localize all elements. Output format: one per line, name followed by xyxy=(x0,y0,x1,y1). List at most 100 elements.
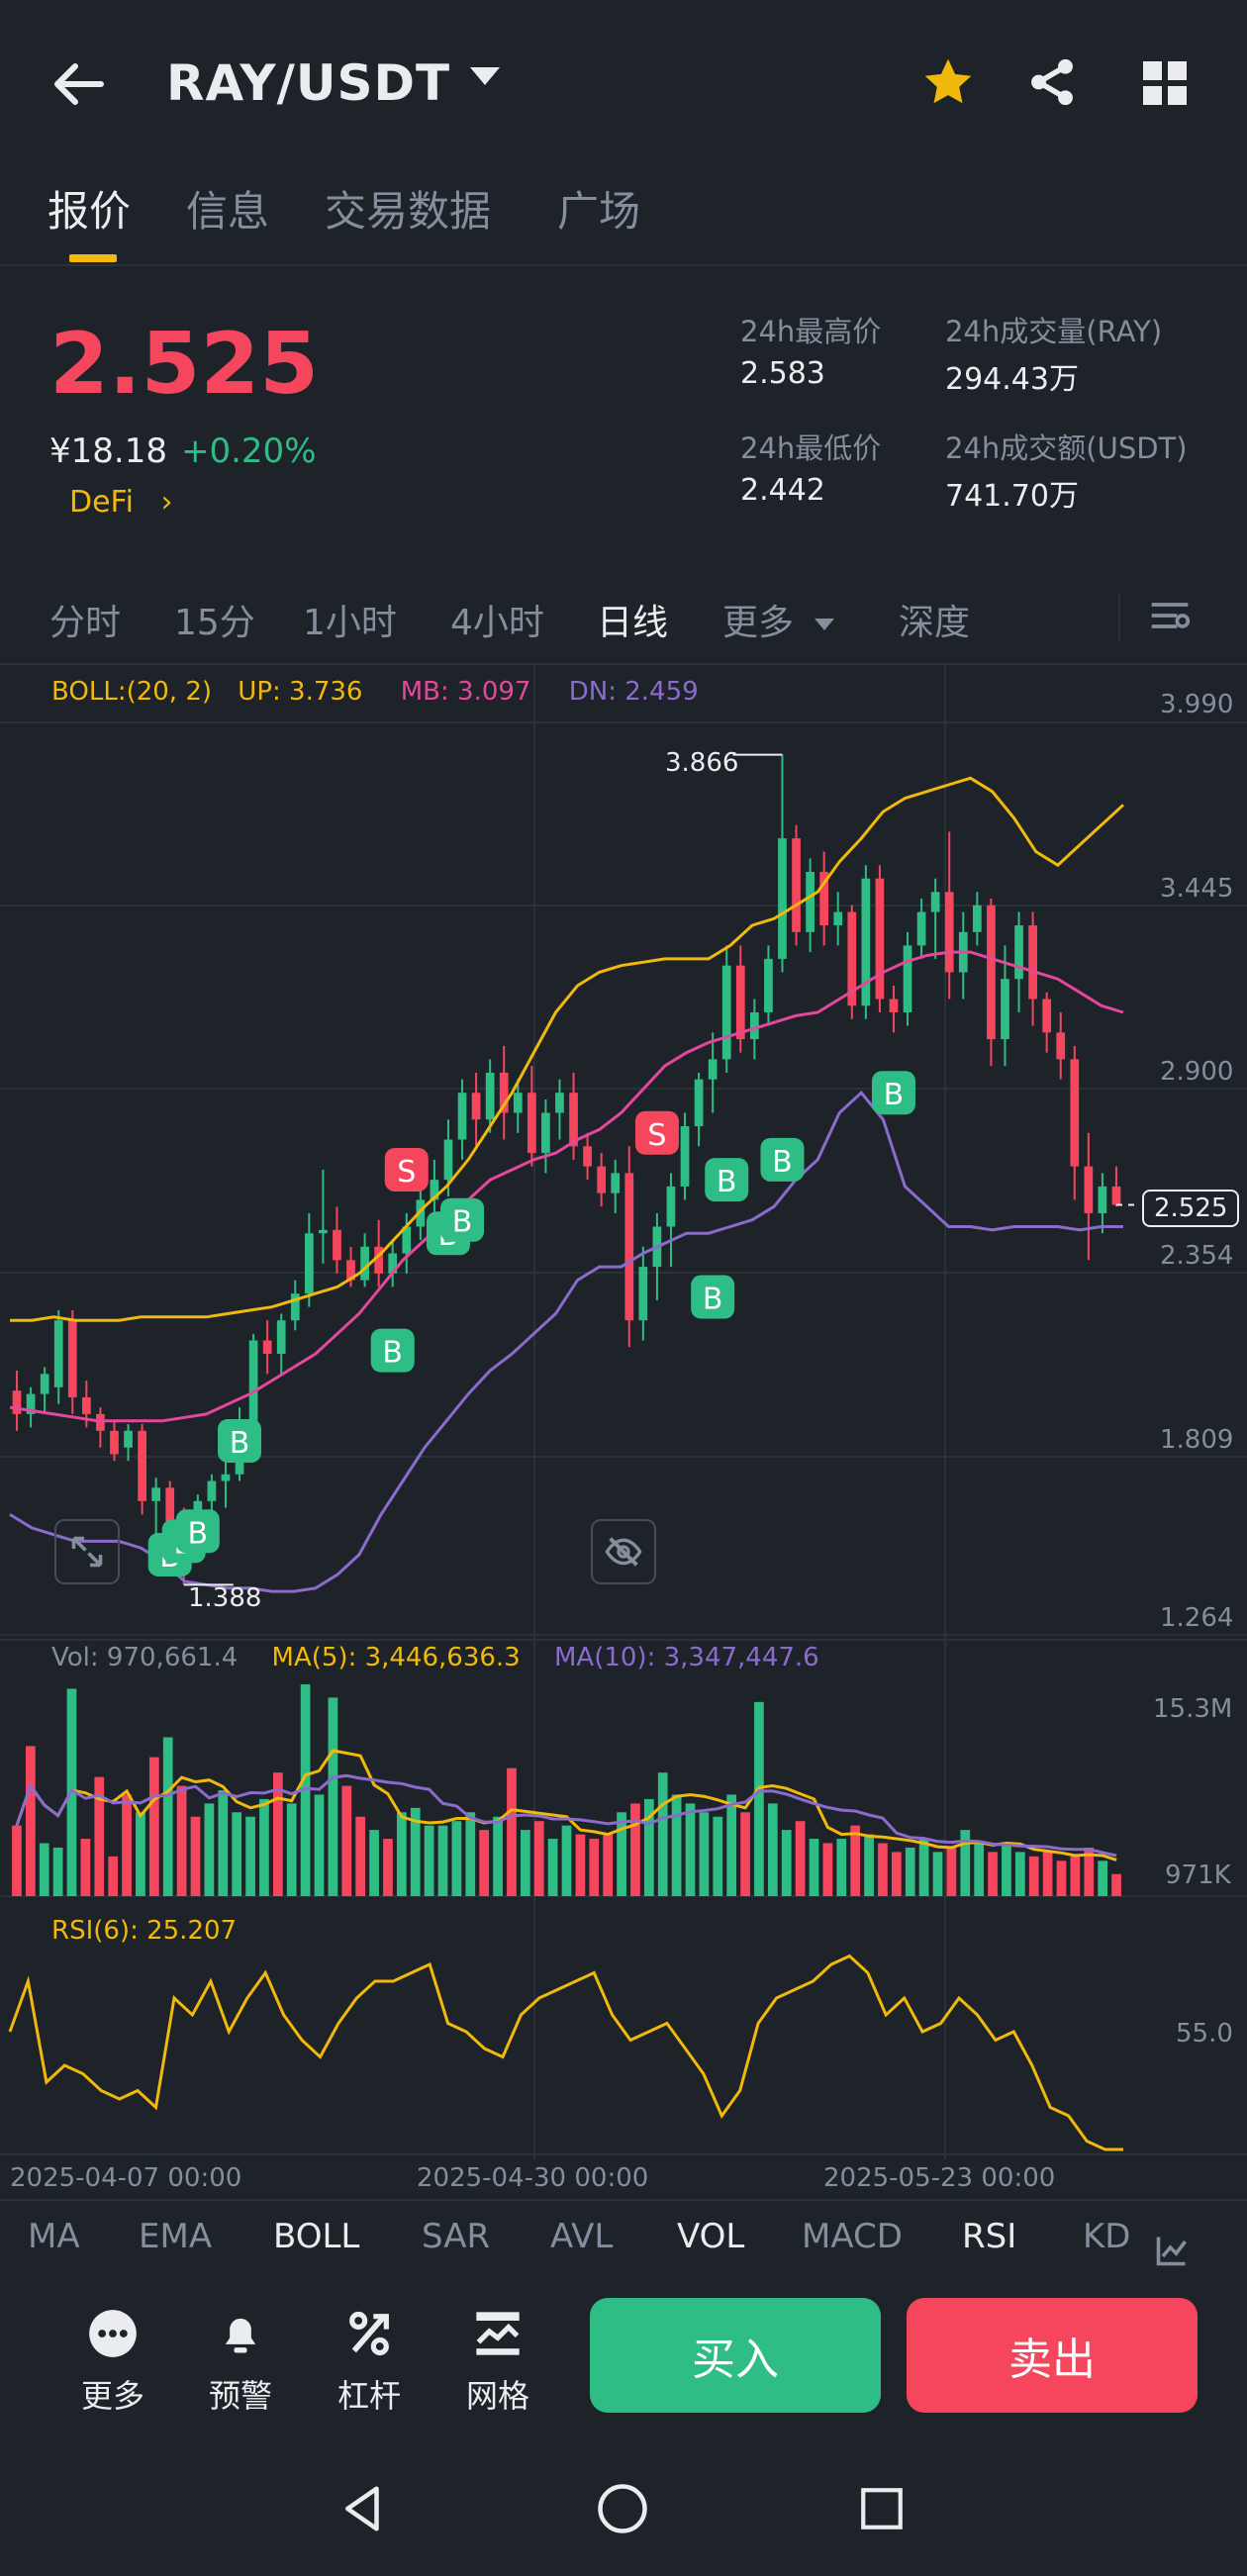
pair-title[interactable]: RAY/USDT xyxy=(166,54,451,112)
indicator-sar[interactable]: SAR xyxy=(422,2217,491,2256)
interval-1h[interactable]: 1小时 xyxy=(303,603,397,643)
candle-body xyxy=(290,1293,300,1321)
nav-home-icon xyxy=(598,2484,647,2533)
volume-bar xyxy=(685,1803,696,1896)
volume-bar xyxy=(507,1767,517,1896)
volume-bar xyxy=(960,1830,971,1896)
candle-body xyxy=(541,1112,550,1154)
sector-tag[interactable]: DeFi › xyxy=(69,485,173,520)
hide-orders-icon[interactable] xyxy=(591,1519,656,1584)
candle-body xyxy=(360,1246,369,1281)
volume-bar xyxy=(1098,1860,1108,1896)
candle-body xyxy=(430,1180,439,1200)
buy-button[interactable]: 买入 xyxy=(590,2298,881,2413)
buy-marker-label: B xyxy=(884,1078,905,1112)
interval-1d[interactable]: 日线 xyxy=(597,603,669,643)
high-label: 24h最高价 xyxy=(740,315,882,348)
tool-grid[interactable]: 网格 xyxy=(438,2306,557,2417)
candle-body xyxy=(513,1093,523,1113)
indicator-rsi[interactable]: RSI xyxy=(962,2217,1017,2256)
volume-bar xyxy=(726,1794,737,1896)
boll-mb: MB: 3.097 xyxy=(400,677,531,707)
candle-body xyxy=(1070,1059,1080,1167)
interval-15m[interactable]: 15分 xyxy=(174,603,255,643)
buy-marker-label: B xyxy=(717,1165,737,1199)
volume-bar xyxy=(891,1852,902,1896)
expand-chart-icon[interactable] xyxy=(54,1519,120,1584)
share-icon[interactable] xyxy=(1025,55,1079,113)
candlestick-chart[interactable]: BBBBBBBSSBBBB xyxy=(0,665,1247,2199)
candle-body xyxy=(12,1390,22,1414)
tool-alert[interactable]: 预警 xyxy=(181,2306,300,2417)
indicator-boll[interactable]: BOLL xyxy=(273,2217,360,2256)
candle-body xyxy=(81,1396,91,1414)
candle-body xyxy=(611,1173,621,1193)
nav-home-button[interactable] xyxy=(596,2482,649,2539)
nav-back-button[interactable] xyxy=(336,2482,390,2539)
volume-bar xyxy=(1042,1852,1053,1896)
nav-recents-icon xyxy=(861,2488,903,2529)
interval-depth[interactable]: 深度 xyxy=(899,603,971,643)
chevron-right-icon: › xyxy=(160,485,173,520)
volume-bar xyxy=(643,1798,654,1896)
tab-quote[interactable]: 报价 xyxy=(48,187,132,236)
tab-info[interactable]: 信息 xyxy=(186,187,270,236)
buy-marker xyxy=(691,1275,735,1319)
interval-4h[interactable]: 4小时 xyxy=(450,603,544,643)
tab-trading-data[interactable]: 交易数据 xyxy=(325,187,492,236)
candle-body xyxy=(471,1093,481,1120)
favorite-star-icon[interactable] xyxy=(920,54,976,114)
vol-ma5-line xyxy=(15,1749,1117,1861)
volume-bar xyxy=(836,1839,847,1896)
volume-bar xyxy=(864,1834,874,1896)
indicator-vol[interactable]: VOL xyxy=(677,2217,745,2256)
volume-bar xyxy=(232,1812,242,1896)
volume-bar xyxy=(740,1812,750,1896)
volume-bar xyxy=(754,1701,764,1896)
candle-body xyxy=(346,1260,355,1281)
tool-leverage[interactable]: 杠杆 xyxy=(310,2306,429,2417)
boll-params: BOLL:(20, 2) xyxy=(51,677,213,707)
chart-settings-icon[interactable] xyxy=(1118,594,1192,641)
buy-marker xyxy=(871,1071,915,1115)
candle-body xyxy=(262,1340,272,1355)
grid-menu-icon[interactable] xyxy=(1141,59,1189,111)
tab-square[interactable]: 广场 xyxy=(557,187,641,236)
volume-bar xyxy=(1111,1873,1121,1896)
back-button[interactable] xyxy=(49,54,109,114)
candle-body xyxy=(583,1146,592,1167)
indicator-settings-icon[interactable] xyxy=(1154,2233,1190,2272)
candle-body xyxy=(124,1430,133,1448)
indicator-macd[interactable]: MACD xyxy=(802,2217,903,2256)
candle-body xyxy=(110,1430,119,1455)
indicator-bar: MA EMA BOLL SAR AVL VOL MACD RSI KD xyxy=(0,2217,1247,2268)
interval-more[interactable]: 更多 xyxy=(722,594,835,645)
volume-bar xyxy=(878,1843,888,1896)
candle-body xyxy=(1056,1032,1066,1060)
candle-body xyxy=(165,1487,175,1522)
indicator-avl[interactable]: AVL xyxy=(550,2217,614,2256)
candle-body xyxy=(1042,999,1052,1033)
indicator-ema[interactable]: EMA xyxy=(139,2217,213,2256)
rsi-axis-label: 55.0 xyxy=(1176,2019,1233,2049)
nav-recents-button[interactable] xyxy=(857,2484,907,2537)
volume-bar xyxy=(259,1798,269,1896)
volume-bar xyxy=(94,1776,105,1896)
indicator-ma[interactable]: MA xyxy=(28,2217,80,2256)
volume-bar xyxy=(905,1847,915,1896)
volume-bar xyxy=(795,1821,806,1896)
vol-ma10-line xyxy=(15,1773,1117,1858)
candle-body xyxy=(875,878,885,1000)
volume-bar xyxy=(1084,1847,1095,1896)
candle-body xyxy=(624,1173,634,1321)
buy-marker-label: B xyxy=(452,1205,473,1240)
sell-button[interactable]: 卖出 xyxy=(907,2298,1198,2413)
volume-bar xyxy=(136,1812,145,1896)
interval-time[interactable]: 分时 xyxy=(49,603,122,643)
volume-bar xyxy=(451,1821,462,1896)
pair-dropdown-icon[interactable] xyxy=(470,67,500,85)
buy-marker-label: B xyxy=(772,1145,793,1180)
tool-more[interactable]: 更多 xyxy=(53,2306,172,2417)
volume-bar xyxy=(396,1812,407,1896)
indicator-kd[interactable]: KD xyxy=(1083,2217,1131,2256)
